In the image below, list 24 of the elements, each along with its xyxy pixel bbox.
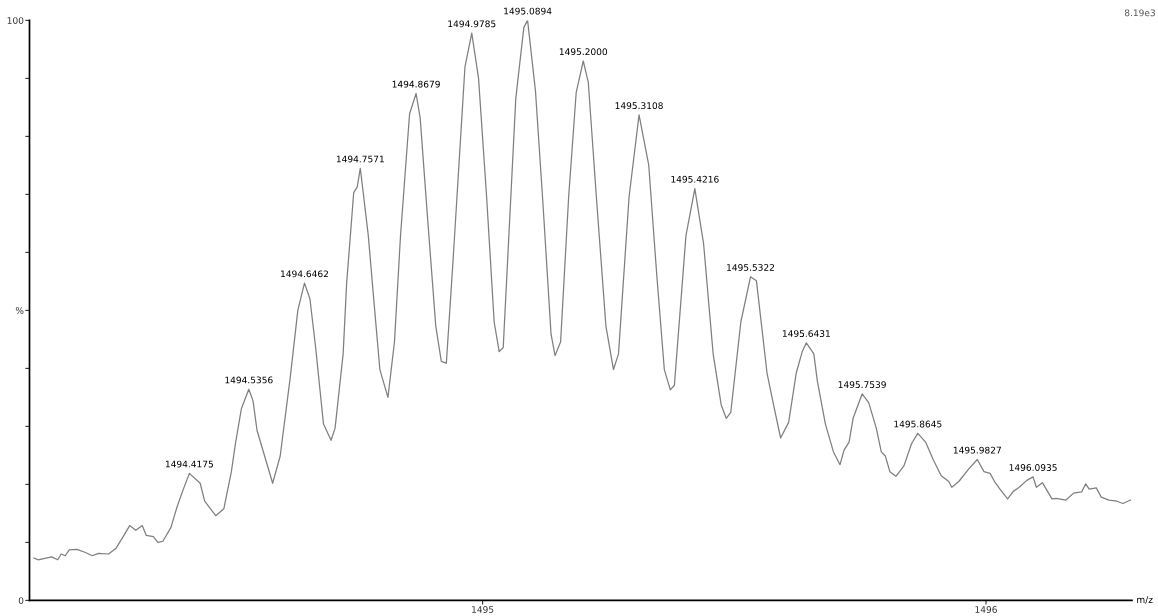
annotation: 1495.3108 [615, 102, 663, 110]
annotation: 1495.0894 [504, 7, 552, 15]
text: 8.19e3 [1124, 9, 1155, 17]
x-axis-title: m/z [1137, 596, 1153, 604]
annotation: 1494.5356 [225, 376, 273, 384]
annotation: 1494.6462 [281, 270, 328, 278]
line-series [33, 20, 1132, 561]
annotation: 1494.4175 [165, 460, 213, 468]
annotation: 1494.8679 [392, 80, 440, 88]
annotation: 1495.2000 [559, 48, 608, 56]
annotation: 1495.5322 [727, 264, 775, 271]
annotation: 1494.9785 [448, 20, 496, 28]
y-tick-label: % [15, 307, 24, 314]
annotation: 1496.0935 [1009, 464, 1057, 471]
annotation: 1495.8645 [894, 420, 942, 428]
y-tick-label: 0 [18, 597, 24, 604]
x-tick-label: 1496 [975, 606, 997, 613]
x-tick-label: 1495 [472, 606, 494, 613]
annotation: 1494.7571 [336, 155, 384, 163]
y-tick-label: 100 [7, 17, 24, 24]
annotation: 1495.6431 [782, 330, 830, 337]
annotation: 1495.4216 [671, 175, 719, 183]
annotation: 1495.7539 [838, 381, 886, 388]
annotation: 1495.9827 [953, 446, 1001, 454]
